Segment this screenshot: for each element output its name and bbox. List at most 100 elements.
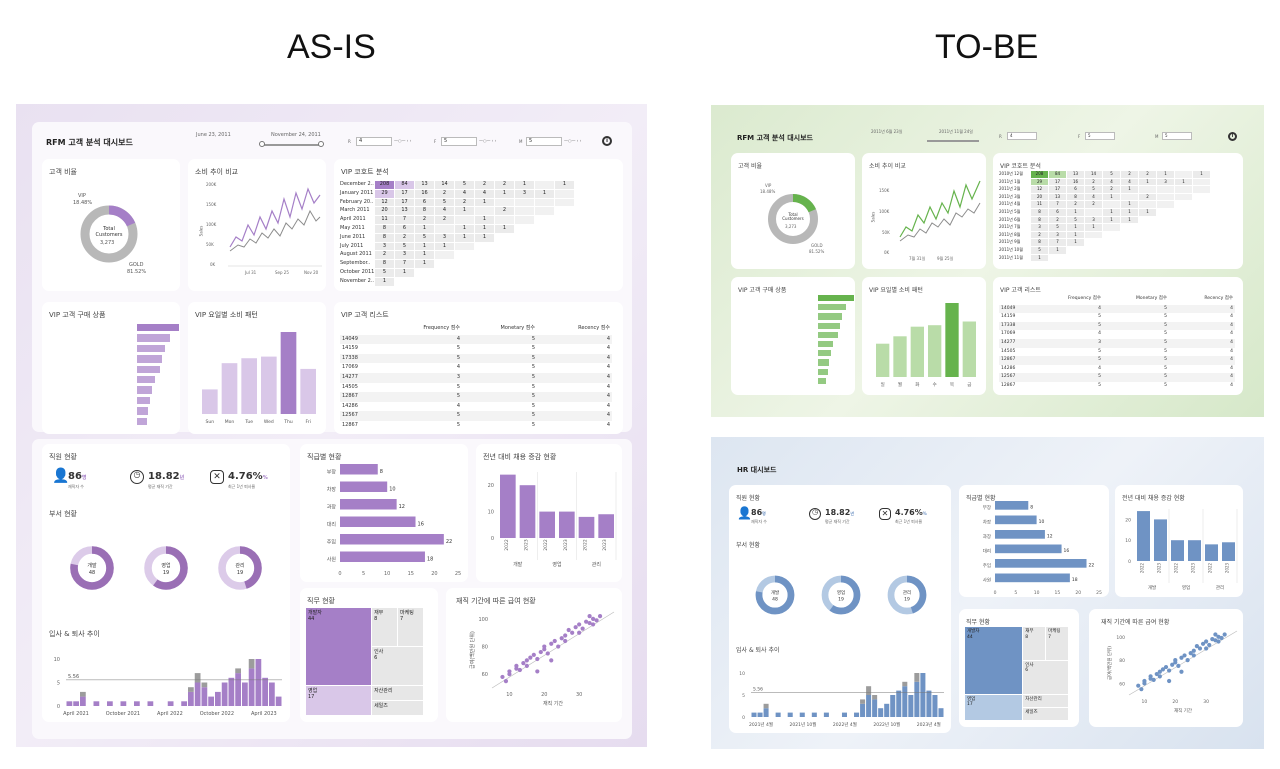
filter-m-input[interactable]: 5: [526, 137, 562, 146]
treemap-cell: 인사 6: [1023, 660, 1068, 694]
salary-point: [1188, 651, 1193, 656]
table-row: [999, 364, 1235, 374]
gold-label: GOLD: [129, 262, 144, 268]
cohort-cell: [1139, 217, 1156, 224]
weekday-bar: [876, 343, 890, 377]
column-header: Frequency 점수: [1068, 296, 1101, 301]
table-row: [340, 373, 612, 383]
department-title: 부서 현황: [736, 542, 760, 549]
customer-ratio-card: 고객 비율 VIP 18.48% Total Customers 3,273 G…: [731, 153, 855, 269]
cohort-cell: [1175, 239, 1192, 246]
filter-f-stepper[interactable]: —○— ‹ ›: [479, 138, 497, 143]
rank-value: 8: [380, 469, 383, 475]
score-cell: 4: [606, 354, 610, 361]
product-bar: [137, 334, 170, 342]
filter-r-input[interactable]: 4: [1007, 132, 1037, 140]
cohort-row-label: 2011년 5월: [999, 209, 1021, 214]
x-tick: 25: [1096, 590, 1102, 596]
cohort-cell: [455, 242, 474, 251]
salary-point: [1136, 683, 1141, 688]
cohort-cell: [1193, 209, 1210, 216]
cohort-cell: 1: [395, 269, 414, 277]
cohort-cell: [1175, 232, 1192, 239]
leave-bar: [235, 668, 241, 674]
vip-pct: 18.48%: [760, 189, 776, 194]
vip-products-card: VIP 고객 구매 상품 POPCORN HOLDERJUMBO BAG RED…: [731, 277, 855, 395]
y-tick: 0: [57, 704, 60, 710]
salary-point: [1163, 664, 1169, 670]
cohort-cell: [1103, 201, 1120, 208]
spending-trend-card: 소비 추이 비교 150K 100K 50K 0K Sales 7월 31일 9…: [862, 153, 986, 269]
rank-title: 직급별 현황: [307, 453, 342, 461]
x-tick: 10: [506, 692, 512, 698]
cohort-cell: 7: [395, 216, 414, 224]
score-cell: 4: [456, 402, 460, 409]
date-range-slider[interactable]: [261, 144, 323, 146]
leave-bar: [80, 691, 86, 697]
date-end: 2011년 11월 24일: [939, 129, 973, 134]
treemap-cell: 영업 17: [306, 685, 372, 715]
score-cell: 5: [1098, 322, 1101, 328]
salary-point: [1197, 646, 1203, 651]
score-cell: 5: [456, 412, 460, 419]
y-tick: 0: [491, 536, 494, 542]
info-icon[interactable]: i: [602, 136, 612, 146]
salary-point: [1179, 655, 1184, 660]
y-tick: 20: [488, 483, 494, 489]
x-tick: 0: [994, 590, 997, 596]
hire-bar: [926, 690, 932, 717]
customer-id-cell: 12867: [1001, 357, 1016, 363]
filter-f-input[interactable]: 5: [1085, 132, 1115, 140]
salary-point: [1167, 668, 1172, 673]
hiring-change-title: 전년 대비 채용 증감 현황: [1122, 495, 1185, 502]
date-slider-handle[interactable]: [318, 141, 324, 147]
treemap-label: 자산관리: [1025, 696, 1042, 702]
cohort-cell: [535, 181, 554, 189]
y-tick: 100K: [879, 209, 890, 214]
filter-r-stepper[interactable]: —○— ‹ ›: [394, 138, 412, 143]
cohort-cell: 13: [1067, 171, 1084, 178]
hire-bar: [194, 682, 201, 706]
weekday-pattern-card: VIP 요일별 소비 패턴 Sun Mon Tue Wed Thu Fri: [188, 302, 326, 434]
hire-bar: [255, 659, 262, 706]
trend-line-vip: [229, 187, 321, 248]
salary-point: [1185, 657, 1190, 663]
filter-m-input[interactable]: 5: [1162, 132, 1192, 140]
date-slider-handle[interactable]: [259, 141, 265, 147]
salary-point: [507, 672, 512, 677]
treemap-cell: 자산관리: [372, 685, 423, 700]
cohort-cell: 4: [1103, 178, 1120, 186]
date-start: June 23, 2011: [196, 132, 231, 138]
filter-f-input[interactable]: 5: [441, 137, 477, 146]
salary-point: [1142, 681, 1147, 686]
score-cell: 4: [1230, 348, 1233, 354]
cohort-cell: 11: [1031, 201, 1048, 208]
cohort-row-label: 2011년 3월: [999, 193, 1021, 199]
hire-bar: [920, 673, 926, 717]
hire-bar: [66, 701, 73, 706]
cohort-cell: 2: [475, 181, 494, 189]
cohort-cell: 1: [1103, 209, 1120, 216]
y-tick: 0: [1128, 559, 1131, 565]
cohort-cell: 5: [415, 233, 434, 242]
cohort-cell: [435, 251, 454, 260]
salary-point: [1160, 667, 1166, 672]
y-tick: 50K: [206, 242, 214, 247]
rank-bar: [340, 464, 378, 475]
filter-m-stepper[interactable]: —○— ‹ ›: [564, 138, 582, 143]
cohort-cell: [1139, 201, 1156, 208]
score-cell: 4: [606, 422, 610, 428]
filter-r-input[interactable]: 4: [356, 137, 392, 146]
department-donut-segment: [755, 575, 795, 615]
cohort-cell: 2: [1139, 193, 1156, 201]
hire-bar: [201, 687, 208, 706]
department-name: 관리: [235, 562, 244, 569]
score-cell: 4: [456, 364, 460, 371]
date-range-slider[interactable]: [927, 140, 979, 142]
as-is-dashboard: RFM 고객 분석 대시보드 June 23, 2011 November 24…: [16, 104, 647, 747]
cohort-cell: [555, 260, 574, 268]
y-tick: 0K: [210, 262, 216, 267]
cohort-cell: [1175, 186, 1192, 193]
info-icon[interactable]: i: [1228, 132, 1237, 141]
score-cell: 5: [456, 422, 460, 428]
